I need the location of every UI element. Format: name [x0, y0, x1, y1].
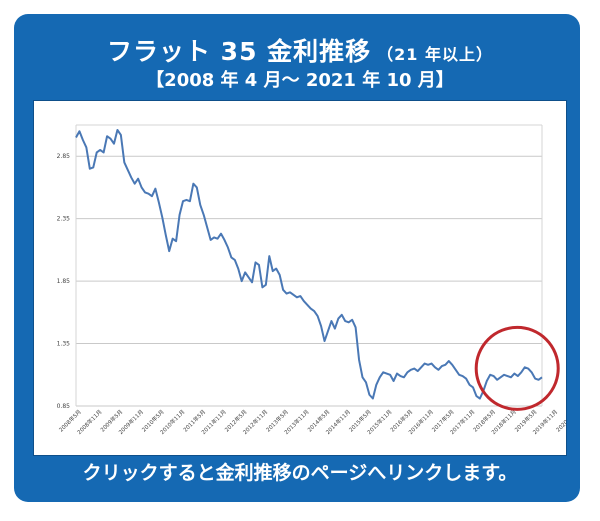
chart-panel[interactable]: 2.85 2.35 1.85 1.35 0.85 2008年5月 2008年11月 2009… — [33, 100, 600, 456]
highlight-circle — [474, 325, 560, 411]
y-tick-labels: 2.85 2.35 1.85 1.35 0.85 — [57, 153, 71, 410]
chart-heading: フラット 35 金利推移 （21 年以上） — [0, 32, 600, 68]
y-tick-label: 1.85 — [57, 278, 71, 285]
y-tick-label: 2.35 — [57, 216, 71, 223]
y-tick-label: 2.85 — [57, 153, 71, 160]
rate-history-link[interactable]: クリックすると金利推移のページへリンクします。 — [82, 462, 518, 484]
x-tick-labels: 2008年5月2008年11月2009年5月2009年11月2010年5月201… — [57, 408, 600, 436]
grid-layer — [75, 124, 543, 407]
chart-title: フラット 35 金利推移 — [106, 37, 372, 66]
y-tick-label: 0.85 — [57, 403, 71, 410]
interest-rate-line-chart: 2.85 2.35 1.85 1.35 0.85 2008年5月2008年11月2009… — [57, 124, 600, 436]
chart-period: 【2008 年 4 月～ 2021 年 10 月】 — [146, 70, 454, 91]
y-tick-label: 1.35 — [57, 341, 71, 348]
chart-title-note: （21 年以上） — [377, 45, 494, 64]
series-line-flat35-rate — [75, 129, 543, 400]
